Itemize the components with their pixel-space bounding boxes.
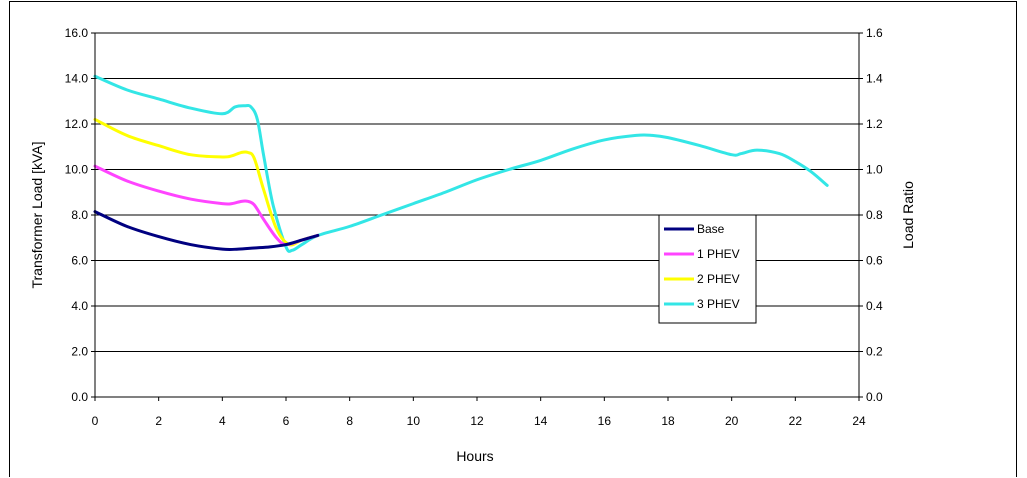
legend-label-1-phev: 1 PHEV: [697, 247, 740, 261]
x-tick-label: 0: [92, 414, 99, 428]
x-tick-label: 2: [155, 414, 162, 428]
legend: Base 1 PHEV 2 PHEV 3 PHEV: [658, 214, 757, 324]
y-axis-title: Transformer Load [kVA]: [29, 141, 45, 288]
chart-frame: [9, 1, 1017, 477]
x-axis-title: Hours: [456, 448, 493, 464]
x-tick-label: 6: [283, 414, 290, 428]
x-tick-label: 12: [470, 414, 484, 428]
x-tick-label: 8: [346, 414, 353, 428]
x-tick-label: 24: [852, 414, 866, 428]
legend-label-base: Base: [697, 222, 725, 236]
series-lines: [93, 74, 829, 253]
y2-tick-label: 1.2: [866, 117, 883, 131]
y-tick-label: 16.0: [65, 26, 89, 40]
axes: [91, 32, 863, 401]
x-tick-label: 22: [789, 414, 803, 428]
x-tick-label: 16: [598, 414, 612, 428]
y2-tick-label: 0.4: [866, 299, 883, 313]
y-tick-label: 12.0: [65, 117, 89, 131]
series-line-base: [93, 210, 320, 252]
x-tick-label: 20: [725, 414, 739, 428]
y2-axis-title: Load Ratio: [900, 181, 916, 249]
y2-tick-label: 1.6: [866, 26, 883, 40]
legend-label-2-phev: 2 PHEV: [697, 272, 740, 286]
y-tick-label: 10.0: [65, 163, 89, 177]
y2-tick-label: 0.8: [866, 208, 883, 222]
x-tick-label: 4: [219, 414, 226, 428]
y-tick-label: 14.0: [65, 72, 89, 86]
y-tick-label: 8.0: [71, 208, 88, 222]
y2-tick-label: 0.0: [866, 390, 883, 404]
y2-tick-label: 0.6: [866, 254, 883, 268]
y-tick-label: 2.0: [71, 345, 88, 359]
series-line-1-phev: [93, 164, 320, 247]
legend-label-3-phev: 3 PHEV: [697, 297, 740, 311]
tick-labels: 0.0 0.0 2.0 0.2 4.0 0.4 6.0 0.6 8.0 0.8 10.0 1.0 12.…: [65, 26, 883, 428]
series-line-3-phev: [93, 74, 829, 253]
y-tick-label: 0.0: [71, 390, 88, 404]
x-tick-label: 14: [534, 414, 548, 428]
gridlines: [95, 32, 859, 352]
x-tick-label: 18: [661, 414, 675, 428]
y2-tick-label: 0.2: [866, 345, 883, 359]
y2-tick-label: 1.0: [866, 163, 883, 177]
y2-tick-label: 1.4: [866, 72, 883, 86]
y-tick-label: 6.0: [71, 254, 88, 268]
x-tick-label: 10: [407, 414, 421, 428]
y-tick-label: 4.0: [71, 299, 88, 313]
